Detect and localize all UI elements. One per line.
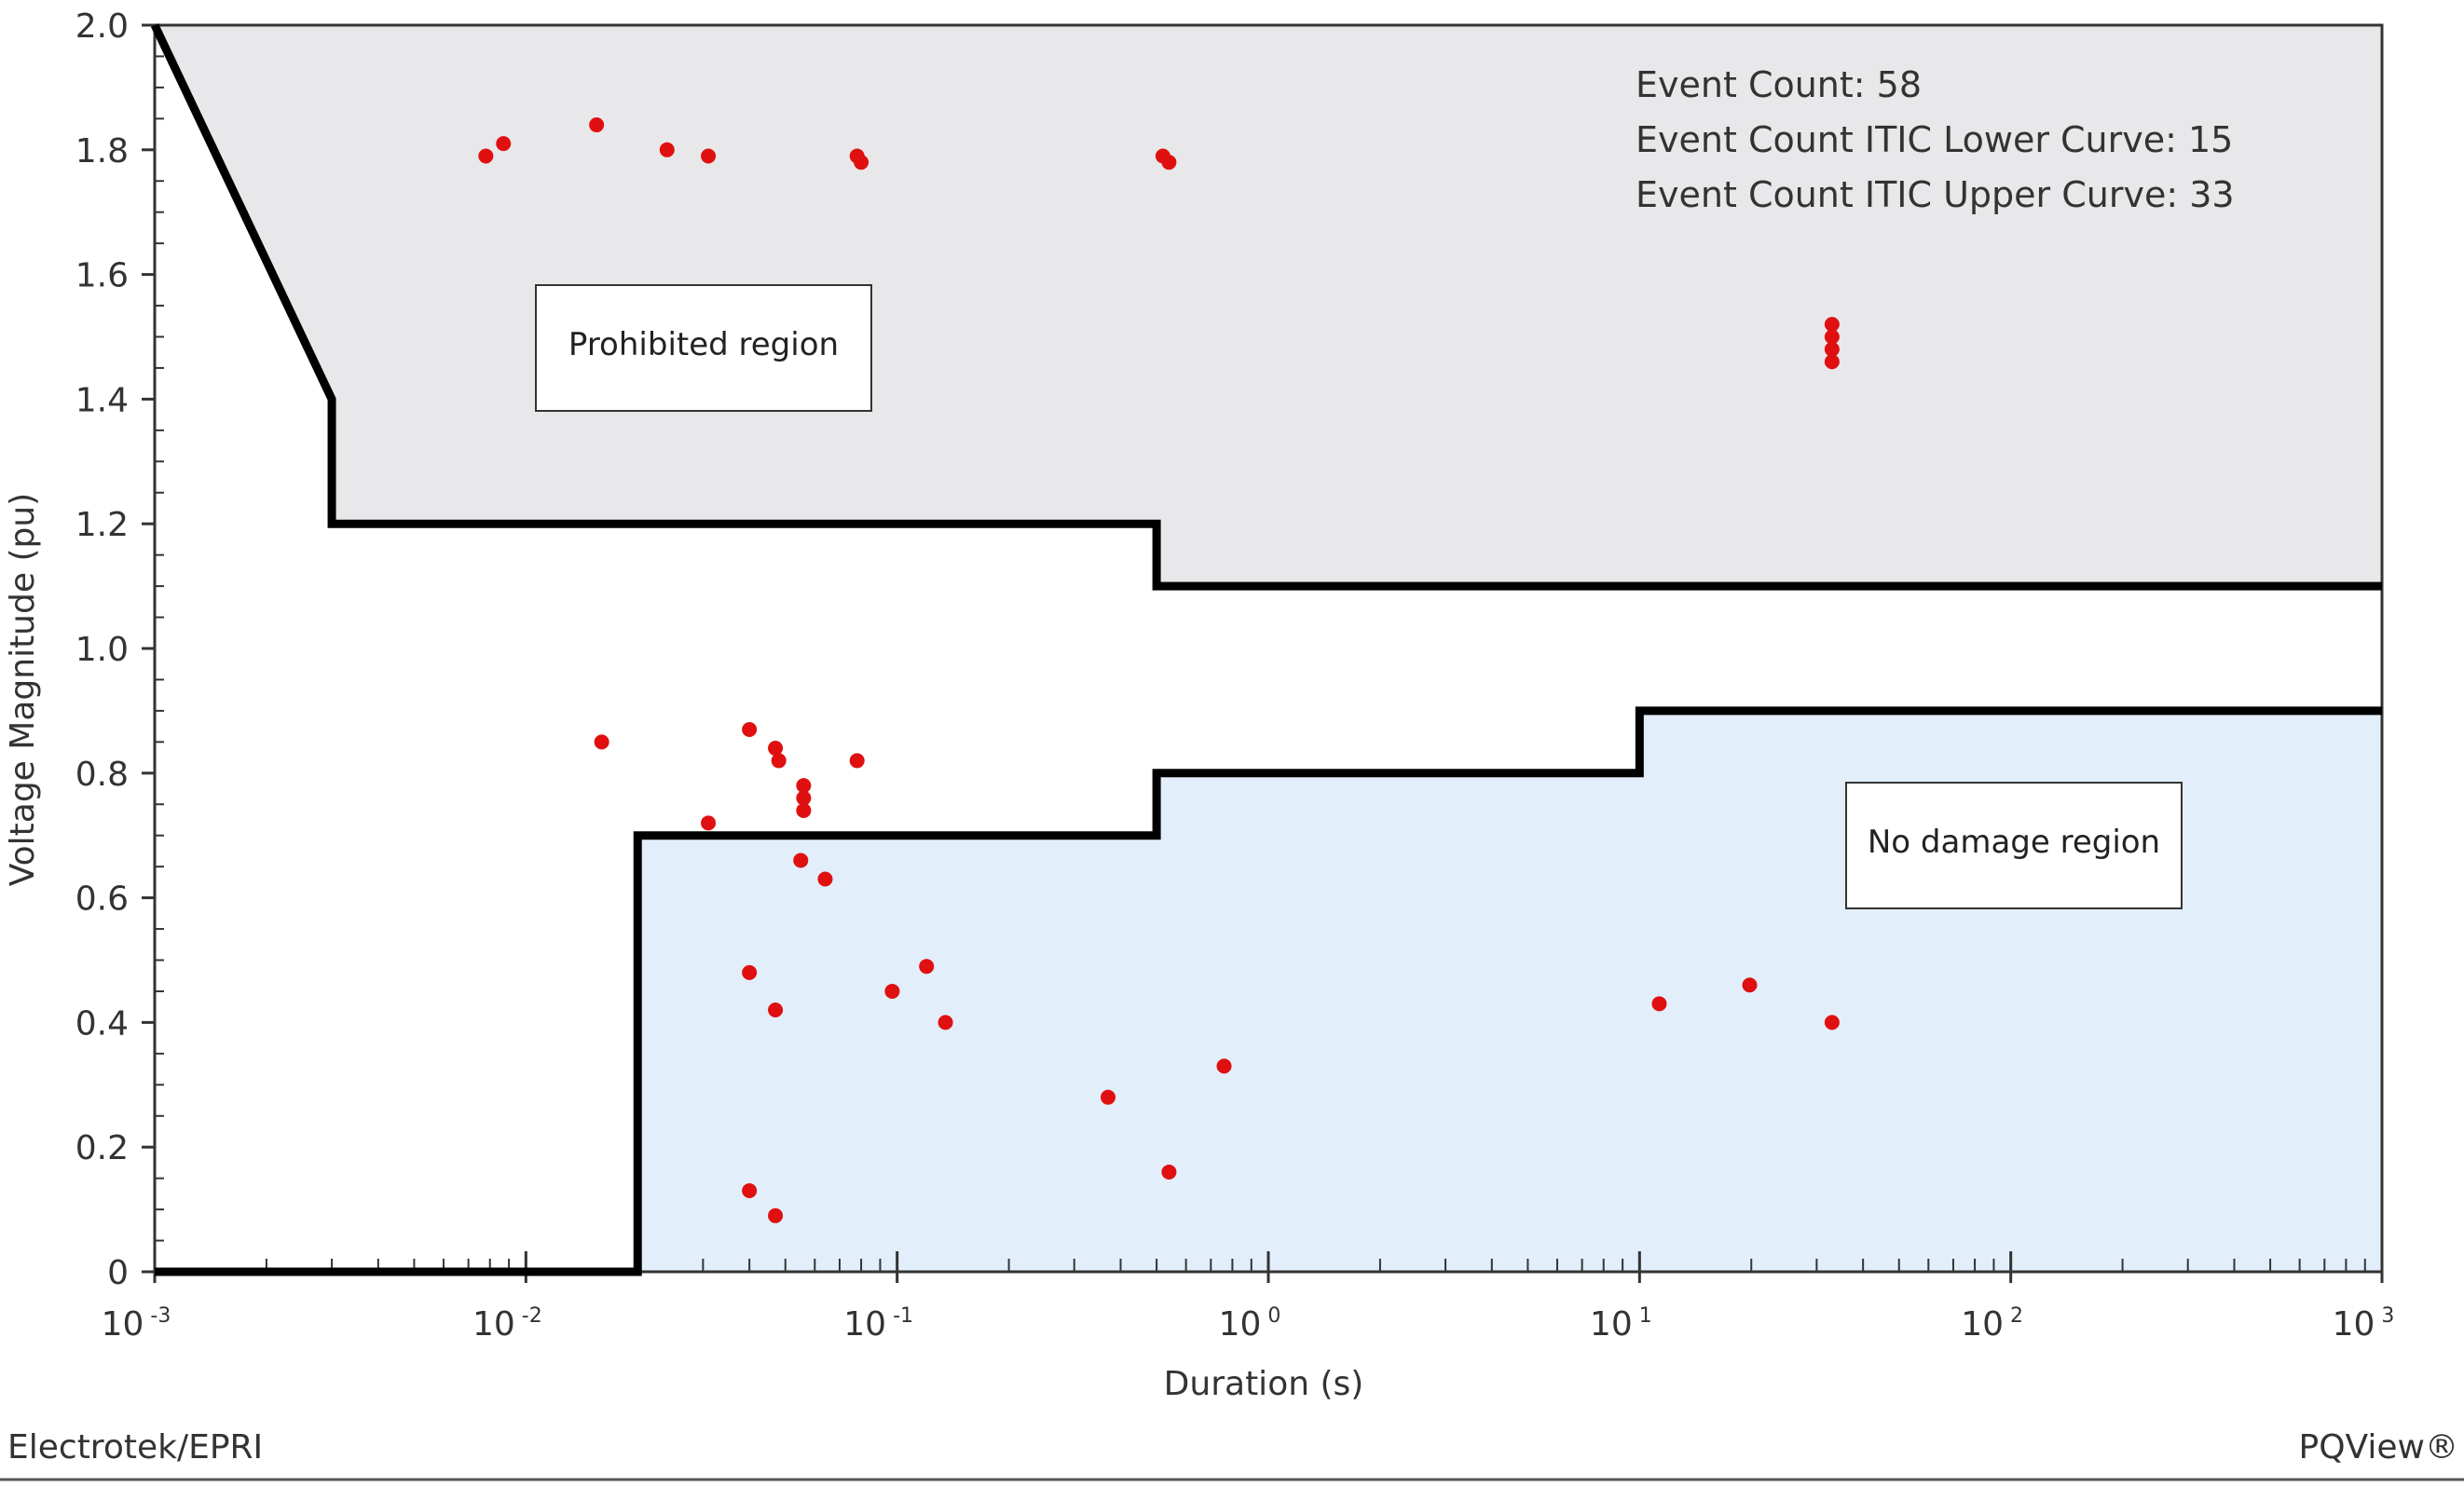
event-point: [496, 136, 512, 152]
y-tick-label: 0.2: [75, 1129, 129, 1167]
y-tick-label: 1.6: [75, 257, 129, 295]
event-point: [701, 815, 717, 831]
event-point: [742, 1183, 758, 1199]
event-point: [796, 778, 812, 794]
x-tick-label: 10 -1: [843, 1304, 913, 1344]
event-point: [1824, 317, 1840, 333]
x-tick-label: 10 2: [1961, 1304, 2023, 1344]
event-point: [701, 148, 717, 164]
footer-brand: PQView®: [2299, 1428, 2458, 1467]
event-point: [1651, 996, 1667, 1012]
prohibited-region-box: Prohibited region: [535, 284, 872, 412]
footer-credit: Electrotek/EPRI: [7, 1428, 263, 1467]
stat-event-count: Event Count: 58: [1636, 64, 1922, 105]
event-point: [1161, 155, 1177, 171]
prohibited-region-label: Prohibited region: [568, 326, 839, 363]
event-point: [1824, 1015, 1840, 1030]
event-point: [849, 753, 865, 769]
y-tick-label: 0.6: [75, 880, 129, 919]
event-point: [1824, 354, 1840, 370]
event-point: [1824, 341, 1840, 357]
y-tick-label: 2.0: [75, 7, 129, 46]
itic-lower-curve: [155, 706, 2382, 1276]
stat-upper-curve-count: Event Count ITIC Upper Curve: 33: [1636, 174, 2235, 215]
event-point: [884, 983, 900, 999]
event-point: [919, 959, 935, 975]
no-damage-region-box: No damage region: [1845, 782, 2183, 909]
y-axis-title: Voltage Magnitude (pu): [4, 493, 42, 886]
x-tick-label: 10 -2: [472, 1304, 542, 1344]
x-tick-label: 10 0: [1219, 1304, 1281, 1344]
event-point: [1824, 329, 1840, 345]
tick-labels: 2.0 1.8 1.6 1.4 1.2 1.0 0.8 0.6 0.4 0.2 0 10 -3 10 -…: [75, 7, 2395, 1344]
event-point: [817, 871, 833, 887]
event-point: [854, 155, 869, 171]
event-point: [742, 721, 758, 737]
event-point: [659, 142, 675, 157]
event-point: [1742, 977, 1758, 993]
event-point: [589, 117, 605, 133]
x-tick-label: 10 1: [1590, 1304, 1652, 1344]
no-damage-region-box-frame: [1845, 782, 2183, 909]
event-point: [1216, 1058, 1232, 1074]
prohibited-region-fill: [155, 25, 2382, 587]
event-points: [478, 117, 1840, 1223]
y-tick-label: 1.2: [75, 506, 129, 544]
x-tick-label: 10 -3: [102, 1304, 171, 1344]
event-point: [1161, 1164, 1177, 1180]
y-tick-label: 1.8: [75, 132, 129, 171]
prohibited-region-box-frame: [535, 284, 872, 412]
itic-upper-curve: [150, 23, 2382, 591]
no-damage-region-label: No damage region: [1868, 824, 2160, 861]
event-point: [768, 1207, 784, 1223]
event-point: [742, 964, 758, 980]
y-tick-label: 1.0: [75, 631, 129, 669]
event-point: [771, 753, 787, 769]
event-point: [768, 1003, 784, 1018]
event-point: [594, 734, 609, 750]
y-tick-label: 0.8: [75, 756, 129, 794]
y-tick-label: 1.4: [75, 381, 129, 419]
stat-lower-curve-count: Event Count ITIC Lower Curve: 15: [1636, 119, 2233, 160]
event-point: [796, 790, 812, 806]
event-point: [1101, 1089, 1116, 1105]
event-point: [768, 741, 784, 757]
x-axis-title: Duration (s): [1164, 1365, 1364, 1403]
plot-frame: [153, 23, 2384, 1274]
y-tick-label: 0: [107, 1254, 129, 1292]
y-tick-label: 0.4: [75, 1004, 129, 1043]
event-point: [796, 802, 812, 818]
event-point: [793, 853, 809, 868]
itic-curves: [150, 23, 2382, 1276]
event-point: [478, 148, 494, 164]
event-stats: Event Count: 58 Event Count ITIC Lower C…: [1636, 64, 2235, 215]
event-point: [938, 1015, 953, 1030]
x-tick-label: 10 3: [2333, 1304, 2395, 1344]
